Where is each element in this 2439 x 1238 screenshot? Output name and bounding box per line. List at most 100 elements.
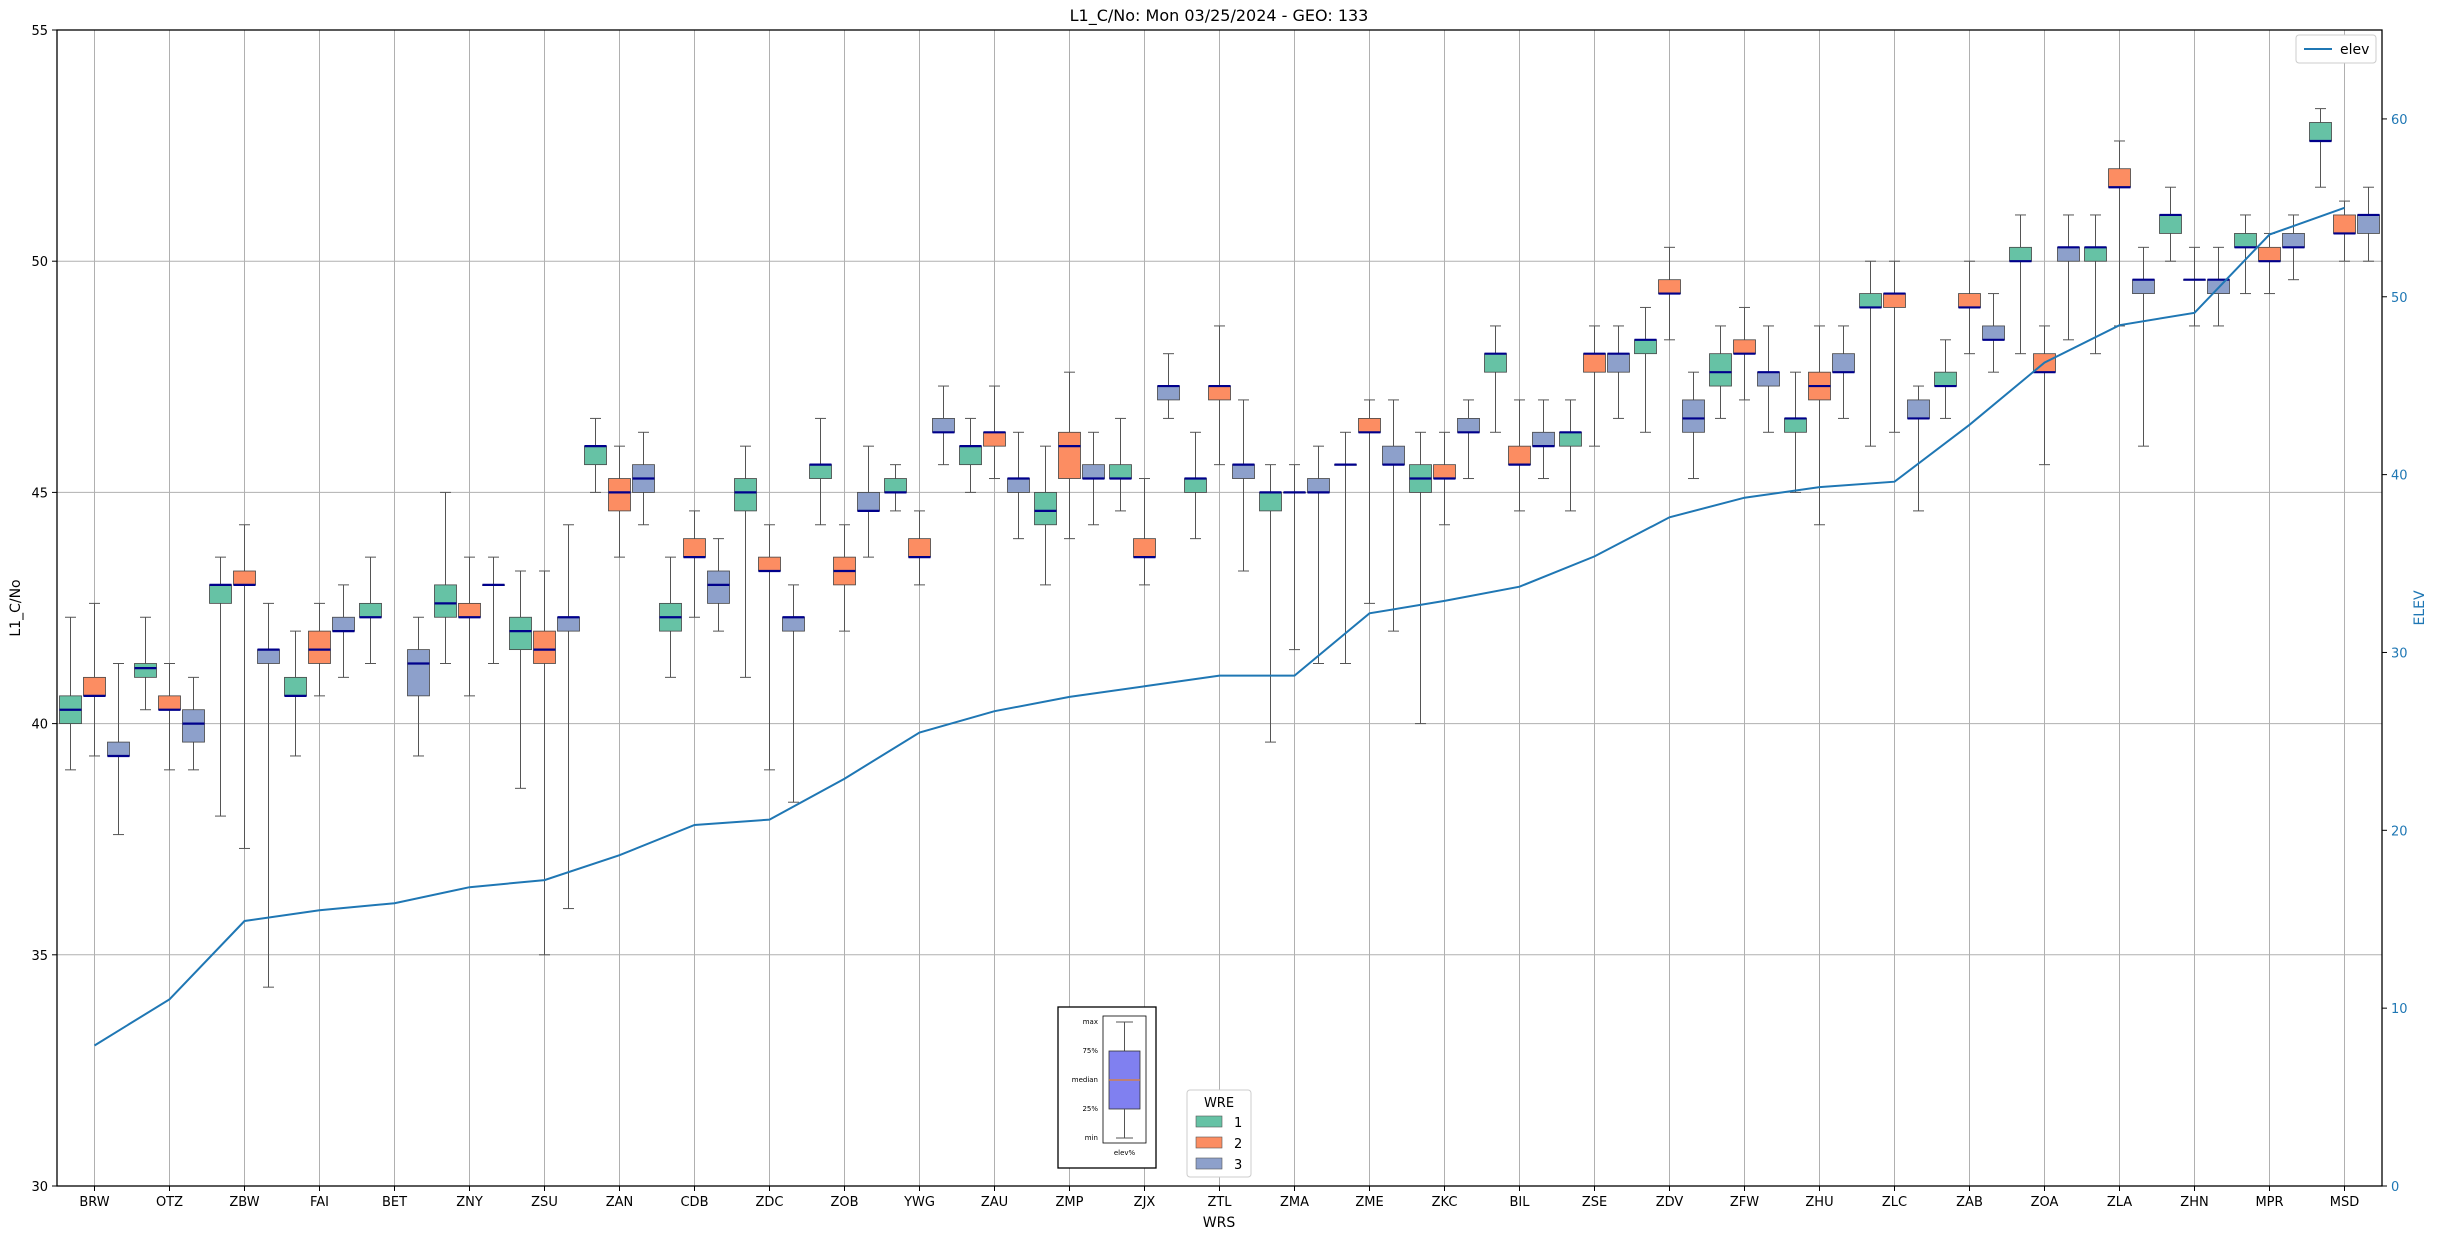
box-wre-1	[1559, 399, 1582, 512]
box-iqr	[1232, 464, 1255, 479]
x-tick-label: ZMA	[1280, 1195, 1309, 1210]
y-tick-label: 40	[31, 718, 48, 733]
box-iqr	[1634, 339, 1657, 355]
x-tick-label: ZMP	[1056, 1195, 1084, 1210]
box-wre-1	[359, 556, 382, 664]
x-tick-label: ZDV	[1656, 1195, 1684, 1210]
box-wre-3	[1832, 325, 1855, 419]
box-iqr	[734, 478, 757, 512]
box-wre-1	[1859, 260, 1882, 447]
box-iqr	[209, 584, 232, 604]
box-wre-1	[284, 630, 307, 757]
box-wre-3	[2057, 214, 2080, 341]
box-wre-2	[1658, 246, 1681, 341]
wre-legend-swatch-3	[1195, 1157, 1223, 1170]
box-wre-1	[659, 556, 682, 678]
wre-legend-frame	[1186, 1089, 1252, 1178]
box-key-inset: max 75% median 25% min elev%	[1057, 1006, 1157, 1169]
box-iqr	[908, 538, 931, 558]
x-tick-label: ZSU	[531, 1195, 558, 1210]
x-tick-label: ZHN	[2180, 1195, 2208, 1210]
x-tick-label: ZBW	[229, 1195, 259, 1210]
box-iqr	[2258, 246, 2281, 262]
box-wre-2	[983, 385, 1006, 480]
box-iqr	[1208, 385, 1231, 401]
y-tick-label: 55	[31, 24, 48, 39]
x-tick-label: ZOA	[2031, 1195, 2059, 1210]
box-iqr	[1559, 431, 1582, 447]
wre-legend-label-2: 2	[1234, 1137, 1242, 1152]
box-iqr	[2282, 233, 2305, 248]
x-tick-label: ZAU	[981, 1195, 1008, 1210]
box-iqr	[2009, 246, 2032, 262]
box-iqr	[1958, 293, 1981, 308]
chart-title: L1_C/No: Mon 03/25/2024 - GEO: 133	[1070, 6, 1369, 26]
box-iqr	[1934, 371, 1957, 387]
box-iqr	[1034, 491, 1057, 526]
box-iqr	[758, 556, 781, 572]
x-tick-label: BRW	[79, 1195, 109, 1210]
box-wre-1	[1409, 431, 1432, 725]
y-tick-label: 45	[31, 486, 48, 501]
y-tick-label: 50	[31, 255, 48, 270]
box-wre-3	[1607, 325, 1630, 419]
box-iqr	[2309, 122, 2332, 142]
box-iqr	[1457, 418, 1480, 433]
box-iqr	[1757, 371, 1780, 387]
box-iqr	[2084, 246, 2107, 262]
y2-tick-label: 10	[2391, 1002, 2408, 1017]
box-groups	[59, 108, 2380, 988]
x-tick-label: ZFW	[1730, 1195, 1759, 1210]
box-iqr	[257, 649, 280, 664]
elev-line-group	[93, 206, 2345, 1047]
x-tick-label: ZTL	[1207, 1195, 1232, 1210]
box-wre-2	[533, 570, 556, 956]
box-iqr	[1109, 464, 1132, 479]
box-wre-1	[1934, 339, 1957, 419]
box-wre-2	[1583, 325, 1606, 447]
box-iqr	[1607, 353, 1630, 373]
key-label-min: min	[1085, 1134, 1098, 1142]
x-tick-label: OTZ	[156, 1195, 183, 1210]
box-iqr	[2057, 246, 2080, 262]
box-wre-3	[1757, 325, 1780, 433]
line-legend-frame	[2295, 34, 2377, 64]
box-wre-2	[1733, 306, 1756, 401]
box-wre-1	[209, 556, 232, 817]
x-tick-label: YWG	[903, 1195, 935, 1210]
box-iqr	[1583, 353, 1606, 373]
box-wre-1	[2234, 214, 2257, 295]
box-iqr	[1307, 478, 1330, 493]
box-wre-2	[758, 524, 781, 771]
box-wre-2	[833, 524, 856, 632]
box-iqr	[533, 630, 556, 664]
y2-tick-label: 30	[2391, 646, 2408, 661]
box-wre-2	[1958, 260, 1981, 355]
x-tick-label: ZKC	[1432, 1195, 1458, 1210]
box-wre-3	[2357, 186, 2380, 262]
box-wre-2	[2108, 140, 2131, 327]
x-tick-label: ZJX	[1134, 1195, 1156, 1210]
box-iqr	[182, 709, 205, 743]
box-iqr	[683, 538, 706, 558]
box-iqr	[1982, 325, 2005, 341]
box-iqr	[1058, 431, 1081, 479]
x-axis-label: WRS	[1203, 1215, 1236, 1231]
box-iqr	[1832, 353, 1855, 373]
box-iqr	[509, 616, 532, 651]
x-tick-label: ZLC	[1882, 1195, 1907, 1210]
box-iqr	[158, 695, 181, 711]
box-wre-1	[1184, 431, 1207, 540]
box-wre-1	[2159, 186, 2182, 262]
box-iqr	[1508, 445, 1531, 466]
box-wre-3	[2132, 246, 2155, 447]
box-iqr	[1358, 418, 1381, 433]
box-wre-3	[407, 616, 430, 757]
line-legend-label: elev	[2340, 42, 2369, 58]
y2-axis-label: ELEV	[2412, 590, 2428, 625]
box-wre-3	[1532, 399, 1555, 480]
box-iqr	[284, 676, 307, 697]
box-wre-2	[1433, 431, 1456, 526]
box-iqr	[359, 602, 382, 618]
box-wre-1	[509, 570, 532, 789]
